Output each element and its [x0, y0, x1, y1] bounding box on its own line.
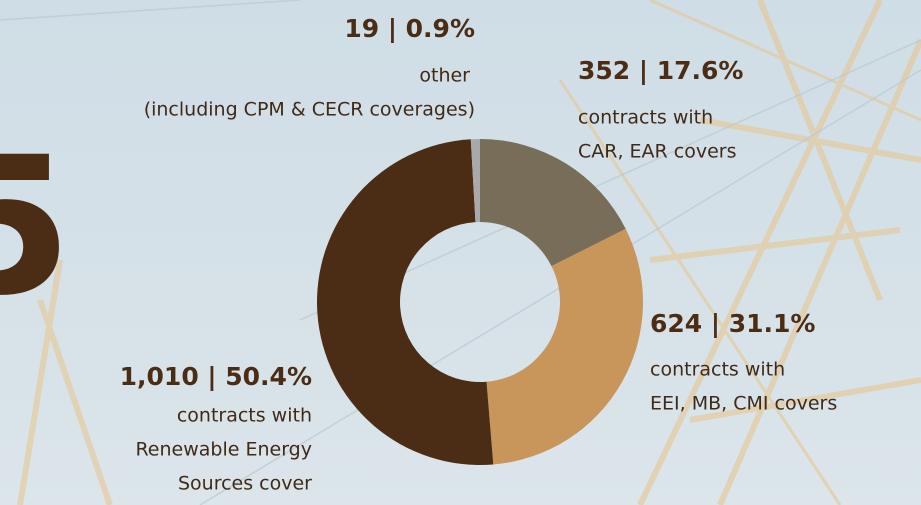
donut-slice — [470, 139, 480, 223]
slice-description: contracts with — [650, 359, 785, 381]
slice-description: other — [419, 65, 470, 87]
slice-description: Sources cover — [178, 473, 312, 495]
slice-description: contracts with — [177, 405, 312, 427]
slice-description: Renewable Energy — [135, 439, 312, 461]
slice-description: (including CPM & CECR coverages) — [144, 99, 475, 121]
slice-value-label: 624 | 31.1% — [650, 309, 815, 338]
pylon — [17, 0, 921, 505]
slice-value-label: 352 | 17.6% — [578, 56, 743, 85]
slice-value-label: 19 | 0.9% — [344, 14, 475, 43]
donut-slice — [480, 139, 626, 267]
big-number: 5 — [0, 116, 72, 337]
slice-value-label: 1,010 | 50.4% — [120, 362, 312, 391]
donut-slice — [316, 139, 494, 466]
slice-description: EEI, MB, CMI covers — [650, 393, 837, 415]
slice-description: CAR, EAR covers — [578, 141, 737, 163]
donut-slice — [486, 228, 643, 465]
slice-description: contracts with — [578, 107, 713, 129]
